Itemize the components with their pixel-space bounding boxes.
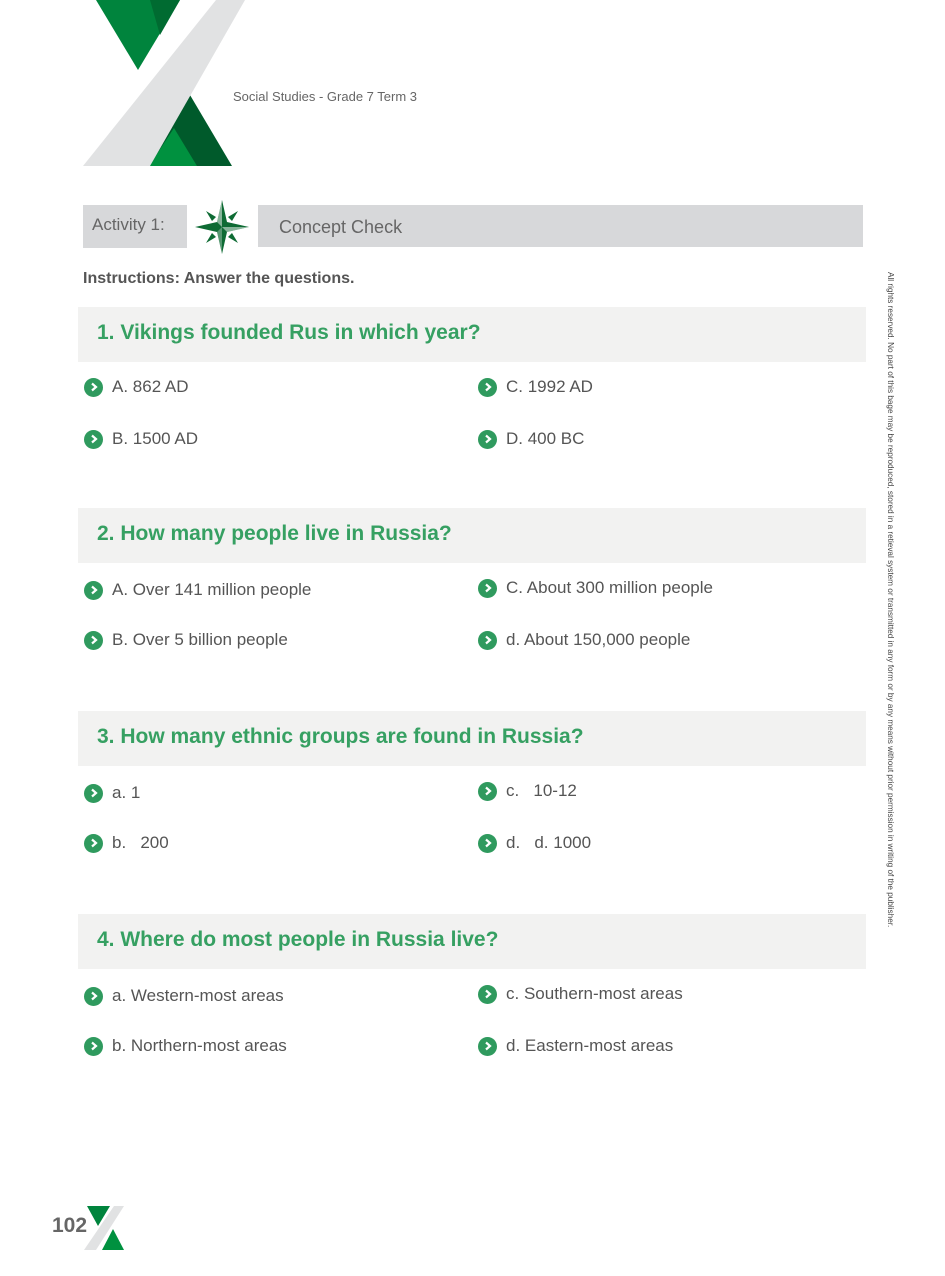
chevron-right-icon	[478, 781, 497, 801]
page-number: 102	[52, 1214, 88, 1237]
answer-option-text: c. 10-12	[506, 781, 577, 800]
question-box: 4. Where do most people in Russia live?	[78, 914, 866, 969]
answer-option-text: d. Eastern-most areas	[506, 1036, 674, 1055]
answer-option-text: B. 1500 AD	[112, 429, 199, 448]
answer-option[interactable]: c. 10-12	[478, 780, 577, 802]
activity-label: Activity 1:	[83, 205, 187, 248]
chevron-right-icon	[84, 630, 103, 650]
chevron-right-icon	[478, 833, 497, 853]
answer-option-text: d. About 150,000 people	[506, 630, 691, 649]
chevron-right-icon	[84, 1036, 103, 1056]
answer-option-text: A. Over 141 million people	[112, 580, 312, 599]
answer-option-text: D. 400 BC	[506, 429, 585, 448]
question-box: 2. How many people live in Russia?	[78, 508, 866, 563]
chevron-right-icon	[84, 833, 103, 853]
answer-option[interactable]: b. 200	[84, 832, 169, 854]
answer-option[interactable]: d. Eastern-most areas	[478, 1035, 673, 1057]
compass-star-icon	[195, 200, 249, 254]
answer-option-text: b. Northern-most areas	[112, 1036, 287, 1055]
answer-option-text: c. Southern-most areas	[506, 984, 683, 1003]
instructions: Instructions: Answer the questions.	[83, 270, 355, 287]
answer-option[interactable]: d. About 150,000 people	[478, 629, 690, 651]
answer-option[interactable]: b. Northern-most areas	[84, 1035, 287, 1057]
header-subtitle: Social Studies - Grade 7 Term 3	[233, 89, 418, 104]
chevron-right-icon	[84, 986, 103, 1006]
question-text: 1. Vikings founded Rus in which year?	[97, 321, 481, 344]
rights-notice-text: All rights reserved. No part of this bag…	[886, 272, 895, 928]
answer-option[interactable]: D. 400 BC	[478, 428, 584, 450]
answer-option-text: B. Over 5 billion people	[112, 630, 288, 649]
answer-option[interactable]: A. 862 AD	[84, 376, 189, 398]
chevron-right-icon	[478, 578, 497, 598]
chevron-right-icon	[478, 630, 497, 650]
chevron-right-icon	[478, 429, 497, 449]
answer-option[interactable]: c. Southern-most areas	[478, 983, 683, 1005]
footer-logo	[84, 1206, 124, 1250]
question-text: 2. How many people live in Russia?	[97, 522, 452, 545]
answer-option[interactable]: a. Western-most areas	[84, 985, 284, 1007]
chevron-right-icon	[84, 580, 103, 600]
chevron-right-icon	[478, 377, 497, 397]
answer-option[interactable]: C. 1992 AD	[478, 376, 593, 398]
answer-option[interactable]: A. Over 141 million people	[84, 579, 311, 601]
activity-title: Concept Check	[258, 205, 863, 247]
question-box: 1. Vikings founded Rus in which year?	[78, 307, 866, 362]
question-text: 3. How many ethnic groups are found in R…	[97, 725, 584, 748]
answer-option[interactable]: B. 1500 AD	[84, 428, 198, 450]
answer-option-text: a. 1	[112, 783, 141, 802]
answer-option-text: C. 1992 AD	[506, 377, 593, 396]
chevron-right-icon	[478, 984, 497, 1004]
answer-option-text: b. 200	[112, 833, 169, 852]
rights-notice: All rights reserved. No part of this bag…	[884, 272, 896, 1012]
answer-option-text: a. Western-most areas	[112, 986, 284, 1005]
question-box: 3. How many ethnic groups are found in R…	[78, 711, 866, 766]
question-text: 4. Where do most people in Russia live?	[97, 928, 499, 951]
answer-option[interactable]: C. About 300 million people	[478, 577, 713, 599]
header-logo	[83, 0, 245, 166]
chevron-right-icon	[478, 1036, 497, 1056]
chevron-right-icon	[84, 783, 103, 803]
answer-option-text: C. About 300 million people	[506, 578, 713, 597]
chevron-right-icon	[84, 429, 103, 449]
chevron-right-icon	[84, 377, 103, 397]
answer-option-text: A. 862 AD	[112, 377, 189, 396]
answer-option[interactable]: a. 1	[84, 782, 140, 804]
answer-option-text: d. d. 1000	[506, 833, 592, 852]
answer-option[interactable]: d. d. 1000	[478, 832, 591, 854]
answer-option[interactable]: B. Over 5 billion people	[84, 629, 288, 651]
